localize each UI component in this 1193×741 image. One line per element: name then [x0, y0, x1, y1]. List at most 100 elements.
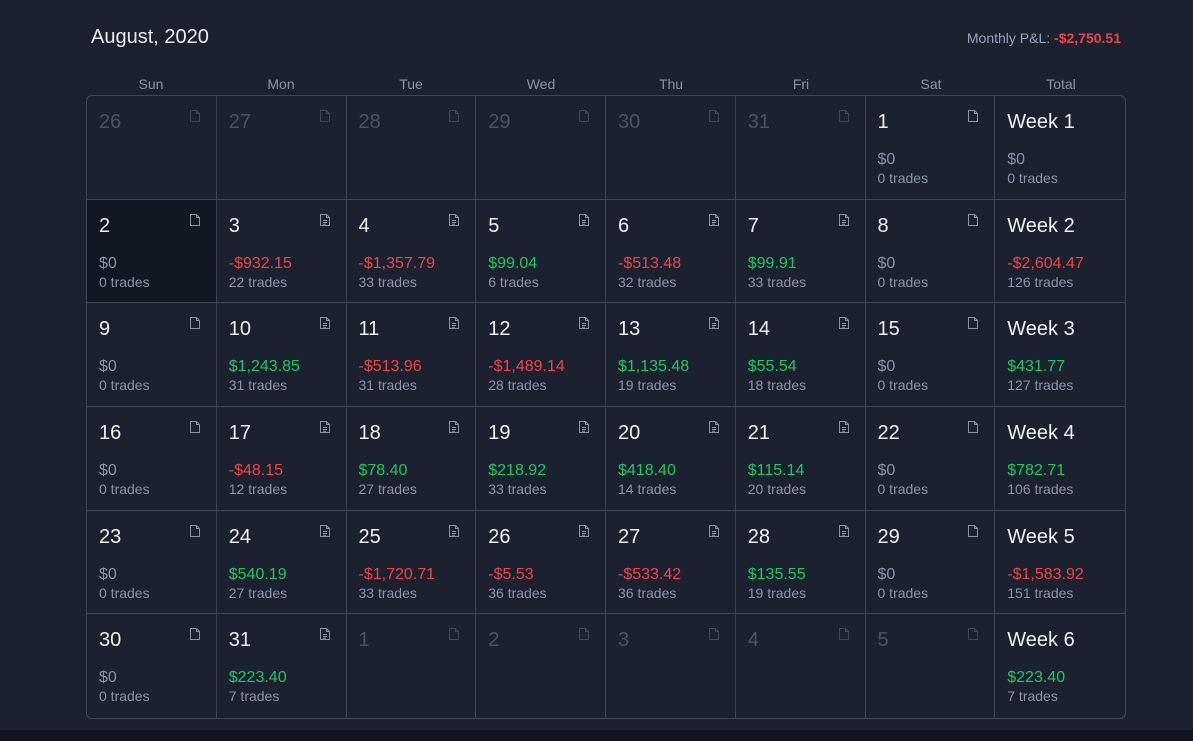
empty-note-icon[interactable]: [189, 213, 200, 226]
journal-note-icon[interactable]: [449, 524, 460, 537]
calendar-day-cell[interactable]: 10 $1,243.85 31 trades: [216, 303, 347, 407]
calendar-day-cell[interactable]: 22 $0 0 trades: [865, 406, 996, 511]
week-total-cell[interactable]: Week 2 -$2,604.47 126 trades: [995, 200, 1125, 304]
empty-note-icon[interactable]: [189, 628, 200, 641]
empty-note-icon[interactable]: [838, 110, 849, 122]
calendar-day-cell[interactable]: 12 -$1,489.14 28 trades: [476, 303, 606, 407]
calendar-day-cell[interactable]: 9 $0 0 trades: [87, 303, 217, 407]
calendar-day-cell[interactable]: 4 -$1,357.79 33 trades: [346, 199, 477, 304]
journal-note-icon[interactable]: [449, 317, 460, 330]
empty-note-icon[interactable]: [708, 110, 719, 122]
calendar-day-cell[interactable]: 20 $418.40 14 trades: [606, 406, 736, 511]
empty-note-icon[interactable]: [189, 317, 200, 330]
calendar-day-cell[interactable]: 27 -$533.42 36 trades: [606, 510, 736, 615]
journal-note-icon[interactable]: [449, 420, 460, 433]
journal-note-icon[interactable]: [708, 317, 719, 330]
calendar-day-outside-month[interactable]: 28: [346, 96, 477, 200]
week-total-cell[interactable]: Week 3 $431.77 127 trades: [995, 303, 1125, 407]
week-total-cell[interactable]: Week 4 $782.71 106 trades: [995, 407, 1125, 511]
day-number: 20: [618, 421, 641, 444]
journal-note-icon[interactable]: [319, 420, 330, 433]
empty-note-icon[interactable]: [189, 110, 200, 122]
empty-note-icon[interactable]: [838, 628, 849, 641]
journal-note-icon[interactable]: [579, 213, 589, 226]
calendar-day-outside-month[interactable]: 3: [606, 614, 736, 718]
empty-note-icon[interactable]: [189, 524, 200, 537]
journal-note-icon[interactable]: [838, 213, 849, 226]
calendar-day-cell[interactable]: 30 $0 0 trades: [87, 614, 217, 718]
weekday-label: Thu: [658, 76, 684, 92]
week-total-cell[interactable]: Week 1 $0 0 trades: [995, 96, 1125, 200]
calendar-day-cell[interactable]: 28 $135.55 19 trades: [735, 510, 866, 615]
empty-note-icon[interactable]: [449, 110, 460, 122]
journal-note-icon[interactable]: [838, 524, 849, 537]
empty-note-icon[interactable]: [579, 110, 589, 122]
calendar-day-cell[interactable]: 24 $540.19 27 trades: [216, 510, 347, 615]
journal-note-icon[interactable]: [579, 524, 589, 537]
journal-note-icon[interactable]: [319, 628, 330, 641]
calendar-day-cell[interactable]: 29 $0 0 trades: [865, 510, 996, 615]
empty-note-icon[interactable]: [189, 420, 200, 433]
day-number: 18: [358, 421, 381, 444]
empty-note-icon[interactable]: [968, 628, 979, 641]
calendar-day-cell[interactable]: 8 $0 0 trades: [865, 199, 996, 304]
journal-note-icon[interactable]: [838, 317, 849, 330]
empty-note-icon[interactable]: [708, 628, 719, 641]
journal-note-icon[interactable]: [579, 420, 589, 433]
day-pnl: $0: [877, 358, 896, 376]
calendar-day-cell[interactable]: 26 -$5.53 36 trades: [476, 510, 606, 615]
day-number: 9: [99, 318, 111, 341]
journal-note-icon[interactable]: [319, 524, 330, 537]
journal-note-icon[interactable]: [319, 317, 330, 330]
calendar-day-cell[interactable]: 11 -$513.96 31 trades: [346, 303, 477, 407]
calendar-day-cell[interactable]: 21 $115.14 20 trades: [735, 406, 866, 511]
calendar-day-outside-month[interactable]: 30: [606, 96, 736, 200]
calendar-day-cell[interactable]: 2 $0 0 trades: [87, 199, 217, 304]
calendar-day-outside-month[interactable]: 5: [866, 614, 996, 718]
journal-note-icon[interactable]: [838, 420, 849, 433]
calendar-day-cell[interactable]: 25 -$1,720.71 33 trades: [346, 510, 477, 615]
day-trade-count: 0 trades: [877, 584, 929, 601]
day-number: 28: [747, 525, 770, 548]
calendar-day-outside-month[interactable]: 27: [216, 96, 347, 200]
calendar-day-outside-month[interactable]: 26: [87, 96, 217, 200]
empty-note-icon[interactable]: [968, 420, 979, 433]
journal-note-icon[interactable]: [319, 213, 330, 226]
calendar-day-cell[interactable]: 13 $1,135.48 19 trades: [606, 303, 736, 407]
calendar-day-cell[interactable]: 14 $55.54 18 trades: [735, 303, 866, 407]
empty-note-icon[interactable]: [449, 628, 460, 641]
calendar-day-cell[interactable]: 6 -$513.48 32 trades: [606, 199, 736, 304]
calendar-day-outside-month[interactable]: 2: [476, 614, 606, 718]
empty-note-icon[interactable]: [968, 524, 979, 537]
journal-note-icon[interactable]: [708, 213, 719, 226]
calendar-day-cell[interactable]: 7 $99.91 33 trades: [735, 199, 866, 304]
journal-note-icon[interactable]: [708, 420, 719, 433]
journal-note-icon[interactable]: [708, 524, 719, 537]
calendar-day-cell[interactable]: 1 $0 0 trades: [865, 96, 996, 200]
calendar-day-cell[interactable]: 19 $218.92 33 trades: [476, 406, 606, 511]
empty-note-icon[interactable]: [968, 317, 979, 330]
calendar-day-outside-month[interactable]: 1: [347, 614, 477, 718]
calendar-day-cell[interactable]: 31 $223.40 7 trades: [217, 614, 347, 718]
calendar-day-cell[interactable]: 23 $0 0 trades: [87, 510, 217, 615]
calendar-day-outside-month[interactable]: 4: [736, 614, 866, 718]
calendar-day-cell[interactable]: 5 $99.04 6 trades: [476, 199, 606, 304]
journal-note-icon[interactable]: [579, 317, 589, 330]
calendar-day-outside-month[interactable]: 29: [476, 96, 606, 200]
week-pnl: $782.71: [1007, 461, 1066, 479]
day-pnl: $115.14: [747, 461, 805, 479]
calendar-day-cell[interactable]: 18 $78.40 27 trades: [346, 406, 477, 511]
calendar-day-outside-month[interactable]: 31: [735, 96, 866, 200]
calendar-day-cell[interactable]: 15 $0 0 trades: [865, 303, 996, 407]
empty-note-icon[interactable]: [579, 628, 589, 641]
calendar-day-cell[interactable]: 17 -$48.15 12 trades: [216, 406, 347, 511]
empty-note-icon[interactable]: [968, 213, 979, 226]
week-total-cell[interactable]: Week 6 $223.40 7 trades: [995, 614, 1125, 718]
empty-note-icon[interactable]: [968, 110, 979, 122]
week-total-cell[interactable]: Week 5 -$1,583.92 151 trades: [995, 511, 1125, 615]
journal-note-icon[interactable]: [449, 213, 460, 226]
day-trade-count: 27 trades: [228, 584, 288, 601]
empty-note-icon[interactable]: [319, 110, 330, 122]
calendar-day-cell[interactable]: 3 -$932.15 22 trades: [216, 199, 347, 304]
calendar-day-cell[interactable]: 16 $0 0 trades: [87, 406, 217, 511]
